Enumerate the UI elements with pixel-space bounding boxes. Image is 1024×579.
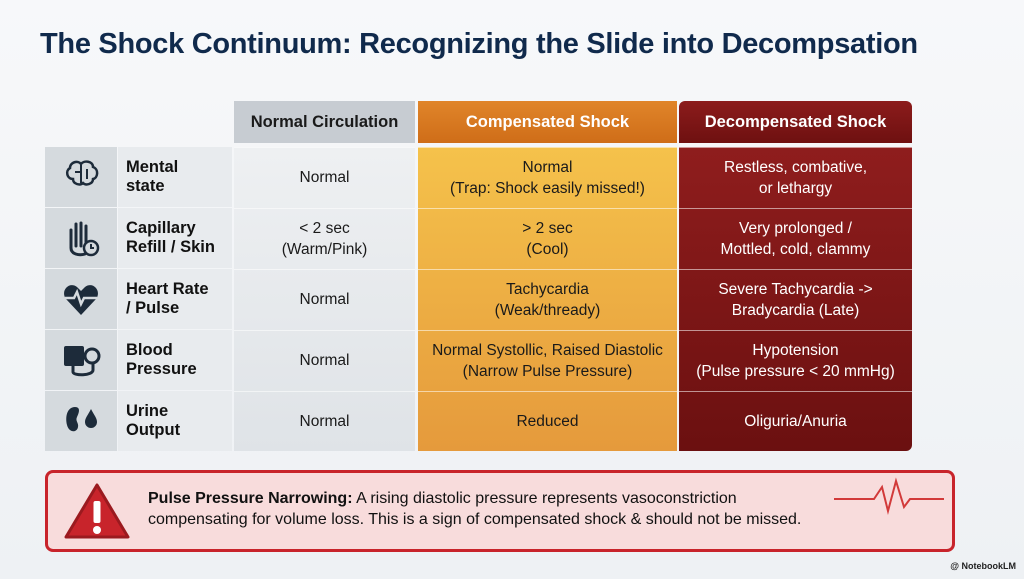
cell-line: Normal Systollic, Raised Diastolic xyxy=(432,341,663,359)
table-cell: Hypotension (Pulse pressure < 20 mmHg) xyxy=(679,330,912,390)
watermark: @ NotebookLM xyxy=(950,561,1016,571)
callout-line: A rising diastolic pressure represents v… xyxy=(356,490,737,507)
table-cell: Normal xyxy=(234,391,415,451)
cell-line: Normal xyxy=(299,413,350,430)
column-header: Decompensated Shock xyxy=(679,101,912,143)
table-cell: Normal (Trap: Shock easily missed!) xyxy=(418,147,677,207)
cell-line: Restless, combative, xyxy=(724,158,867,176)
column-header: Normal Circulation xyxy=(234,101,415,143)
column-header: Compensated Shock xyxy=(418,101,677,143)
table-cell: Severe Tachycardia -> Bradycardia (Late) xyxy=(679,269,912,329)
row-label: Heart Rate / Pulse xyxy=(118,269,232,329)
icon xyxy=(65,160,99,186)
table-cell: Oliguria/Anuria xyxy=(679,391,912,451)
icon xyxy=(69,221,100,257)
label-line: Heart Rate xyxy=(126,280,209,298)
table-cell: Tachycardia (Weak/thready) xyxy=(418,269,677,329)
cell-line: (Narrow Pulse Pressure) xyxy=(462,362,633,380)
cell-line: Severe Tachycardia -> xyxy=(718,280,873,298)
icon xyxy=(64,346,101,377)
cell-line: Bradycardia (Late) xyxy=(731,301,860,319)
icon xyxy=(64,285,98,315)
table-cell: Normal Systollic, Raised Diastolic (Narro… xyxy=(418,330,677,390)
table-cell: Normal xyxy=(234,147,415,207)
cell-line: Hypotension xyxy=(752,341,839,359)
row-icon xyxy=(45,391,117,451)
cell-line: Very prolonged / xyxy=(739,219,852,237)
cell-line: Reduced xyxy=(516,413,579,430)
icon xyxy=(66,407,97,432)
callout-line: compensating for volume loss. This is a … xyxy=(148,511,802,528)
warning-icon xyxy=(64,483,130,539)
cell-line: > 2 sec xyxy=(522,219,573,237)
label-line: Output xyxy=(126,421,181,439)
label-line: Capillary xyxy=(126,219,196,237)
label-line: Pressure xyxy=(126,360,197,378)
row-icon xyxy=(45,208,117,268)
column-bg xyxy=(234,147,415,451)
table-cell: Normal xyxy=(234,269,415,329)
cell-line: or lethargy xyxy=(758,179,833,197)
cell-line: Normal xyxy=(299,169,350,186)
title: The Shock Continuum: Recognizing the Sli… xyxy=(40,28,918,60)
table-cell: < 2 sec (Warm/Pink) xyxy=(234,208,415,268)
callout-heading: Pulse Pressure Narrowing: xyxy=(148,490,353,507)
row-icon xyxy=(45,147,117,207)
cell-line: (Warm/Pink) xyxy=(281,240,368,258)
row-icon xyxy=(45,330,117,390)
label-line: / Pulse xyxy=(126,299,180,317)
cell-line: Tachycardia xyxy=(506,280,589,298)
label-line: Mental xyxy=(126,158,179,176)
row-label: Blood Pressure xyxy=(118,330,232,390)
cell-line: Oliguria/Anuria xyxy=(744,413,847,430)
table-cell: Normal xyxy=(234,330,415,390)
ecg-line xyxy=(834,477,944,515)
cell-line: (Pulse pressure < 20 mmHg) xyxy=(696,362,895,380)
label-line: Blood xyxy=(126,341,173,359)
row-label: Capillary Refill / Skin xyxy=(118,208,232,268)
table-cell: Reduced xyxy=(418,391,677,451)
row-label: Urine Output xyxy=(118,391,232,451)
label-line: Urine xyxy=(126,402,169,420)
callout-text: Pulse Pressure Narrowing: A rising diast… xyxy=(148,488,801,530)
column-bg xyxy=(418,147,677,451)
label-line: state xyxy=(126,177,165,195)
table-cell: > 2 sec (Cool) xyxy=(418,208,677,268)
column-bg xyxy=(679,147,912,451)
cell-line: Normal xyxy=(299,352,350,369)
cell-line: (Weak/thready) xyxy=(494,301,601,319)
cell-line: < 2 sec xyxy=(299,219,350,237)
label-line: Refill / Skin xyxy=(126,238,215,256)
table-cell: Very prolonged / Mottled, cold, clammy xyxy=(679,208,912,268)
cell-line: (Cool) xyxy=(526,240,569,258)
cell-line: (Trap: Shock easily missed!) xyxy=(450,179,645,197)
row-icon xyxy=(45,269,117,329)
cell-line: Mottled, cold, clammy xyxy=(720,240,871,258)
table-cell: Restless, combative, or lethargy xyxy=(679,147,912,207)
cell-line: Normal xyxy=(299,291,350,308)
callout: Pulse Pressure Narrowing: A rising diast… xyxy=(45,470,955,552)
row-label: Mental state xyxy=(118,147,232,207)
cell-line: Normal xyxy=(522,158,573,176)
